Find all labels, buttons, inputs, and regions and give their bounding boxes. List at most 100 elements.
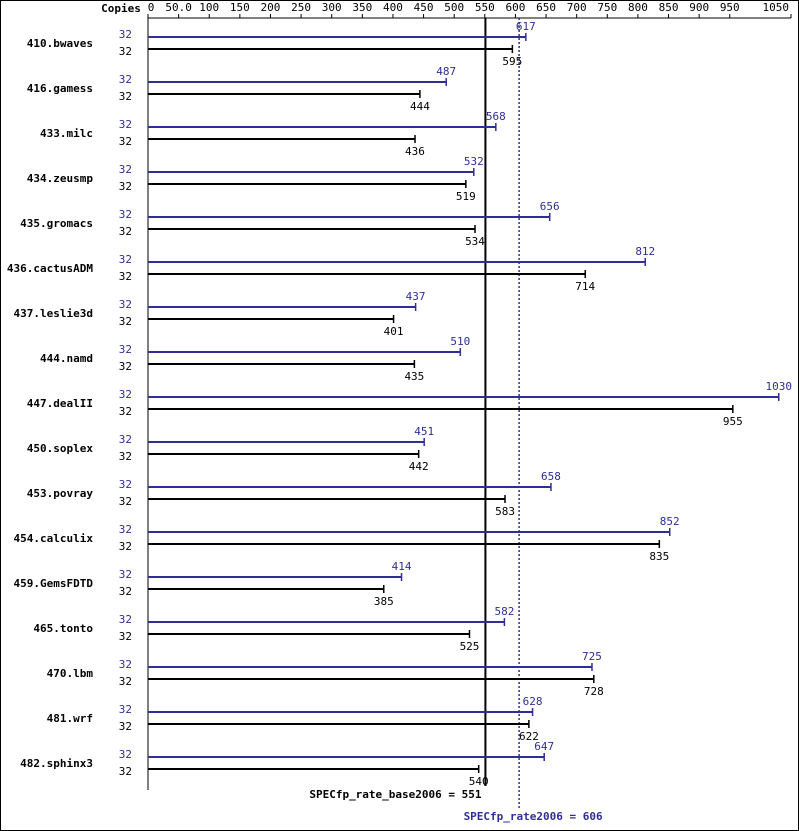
value-label: 385 [374, 595, 394, 608]
copies-label: 32 [119, 343, 132, 356]
copies-label: 32 [119, 478, 132, 491]
value-label: 510 [450, 335, 470, 348]
copies-label: 32 [119, 388, 132, 401]
value-label: 568 [486, 110, 506, 123]
value-label: 812 [635, 245, 655, 258]
value-label: 540 [469, 775, 489, 788]
value-label: 1030 [766, 380, 793, 393]
copies-label: 32 [119, 405, 132, 418]
copies-label: 32 [119, 45, 132, 58]
x-tick-label: 50.0 [165, 1, 192, 14]
copies-label: 32 [119, 73, 132, 86]
value-label: 519 [456, 190, 476, 203]
copies-label: 32 [119, 675, 132, 688]
copies-label: 32 [119, 270, 132, 283]
copies-label: 32 [119, 720, 132, 733]
x-tick-label: 800 [628, 1, 648, 14]
copies-label: 32 [119, 90, 132, 103]
x-tick-label: 500 [444, 1, 464, 14]
value-label: 617 [516, 20, 536, 33]
category-label: 482.sphinx3 [20, 757, 93, 770]
x-tick-label: 400 [383, 1, 403, 14]
copies-label: 32 [119, 298, 132, 311]
x-tick-label: 600 [505, 1, 525, 14]
copies-label: 32 [119, 765, 132, 778]
x-tick-label: 200 [261, 1, 281, 14]
copies-label: 32 [119, 118, 132, 131]
copies-label: 32 [119, 540, 132, 553]
x-tick-label: 550 [475, 1, 495, 14]
category-label: 447.dealII [27, 397, 93, 410]
value-label: 444 [410, 100, 430, 113]
copies-label: 32 [119, 450, 132, 463]
copies-label: 32 [119, 315, 132, 328]
reference-label: SPECfp_rate_base2006 = 551 [309, 788, 482, 801]
value-label: 658 [541, 470, 561, 483]
copies-label: 32 [119, 630, 132, 643]
x-tick-label: 300 [322, 1, 342, 14]
category-label: 453.povray [27, 487, 94, 500]
copies-label: 32 [119, 658, 132, 671]
value-label: 628 [523, 695, 543, 708]
value-label: 436 [405, 145, 425, 158]
copies-label: 32 [119, 703, 132, 716]
value-label: 852 [660, 515, 680, 528]
x-tick-label: 450 [414, 1, 434, 14]
category-label: 450.soplex [27, 442, 94, 455]
x-tick-label: 950 [720, 1, 740, 14]
copies-label: 32 [119, 225, 132, 238]
category-label: 437.leslie3d [14, 307, 93, 320]
copies-label: 32 [119, 163, 132, 176]
category-label: 433.milc [40, 127, 93, 140]
value-label: 532 [464, 155, 484, 168]
x-tick-label: 850 [659, 1, 679, 14]
x-tick-label: 1050 [763, 1, 790, 14]
copies-label: 32 [119, 613, 132, 626]
value-label: 534 [465, 235, 485, 248]
value-label: 582 [494, 605, 514, 618]
category-label: 454.calculix [14, 532, 94, 545]
value-label: 401 [384, 325, 404, 338]
copies-label: 32 [119, 180, 132, 193]
value-label: 414 [392, 560, 412, 573]
category-label: 481.wrf [47, 712, 93, 725]
copies-label: 32 [119, 360, 132, 373]
category-label: 459.GemsFDTD [14, 577, 94, 590]
copies-label: 32 [119, 135, 132, 148]
x-tick-label: 900 [689, 1, 709, 14]
category-label: 470.lbm [47, 667, 94, 680]
value-label: 525 [460, 640, 480, 653]
value-label: 442 [409, 460, 429, 473]
category-label: 410.bwaves [27, 37, 93, 50]
value-label: 725 [582, 650, 602, 663]
x-tick-label: 0 [148, 1, 155, 14]
copies-label: 32 [119, 28, 132, 41]
copies-label: 32 [119, 253, 132, 266]
value-label: 714 [575, 280, 595, 293]
copies-label: 32 [119, 523, 132, 536]
value-label: 835 [649, 550, 669, 563]
value-label: 955 [723, 415, 743, 428]
x-tick-label: 150 [230, 1, 250, 14]
value-label: 622 [519, 730, 539, 743]
value-label: 487 [436, 65, 456, 78]
category-label: 436.cactusADM [7, 262, 93, 275]
value-label: 656 [540, 200, 560, 213]
reference-label: SPECfp_rate2006 = 606 [464, 810, 603, 823]
value-label: 595 [502, 55, 522, 68]
x-tick-label: 250 [291, 1, 311, 14]
value-label: 647 [534, 740, 554, 753]
category-label: 435.gromacs [20, 217, 93, 230]
value-label: 435 [404, 370, 424, 383]
x-tick-label: 100 [199, 1, 219, 14]
x-tick-label: 350 [352, 1, 372, 14]
copies-label: 32 [119, 585, 132, 598]
category-label: 434.zeusmp [27, 172, 94, 185]
value-label: 437 [406, 290, 426, 303]
category-label: 465.tonto [33, 622, 93, 635]
copies-header: Copies [101, 2, 141, 15]
copies-label: 32 [119, 433, 132, 446]
x-tick-label: 750 [597, 1, 617, 14]
category-label: 444.namd [40, 352, 93, 365]
